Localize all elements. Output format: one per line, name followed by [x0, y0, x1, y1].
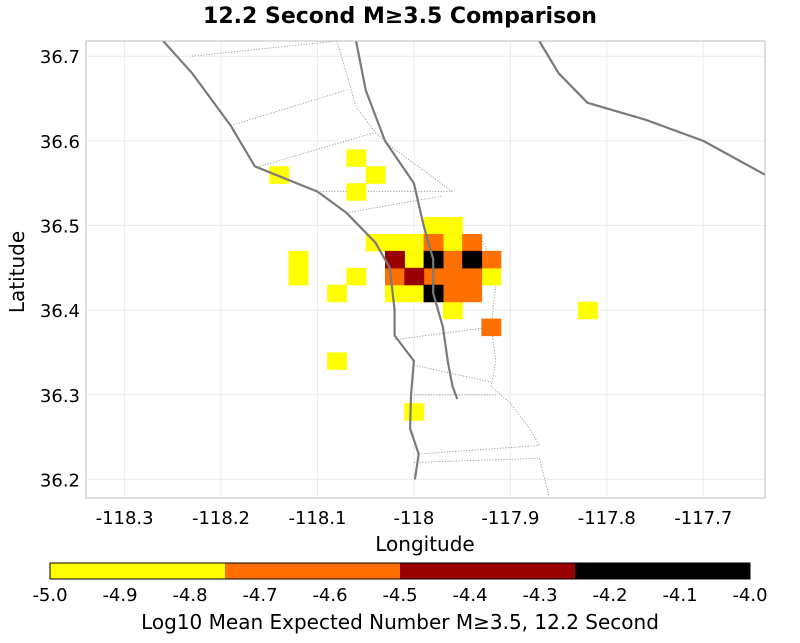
colorbar-tick-label-9: -4.1 — [662, 585, 697, 606]
x-tick-label-2: -118.1 — [288, 508, 346, 529]
subfault-line-1 — [192, 41, 337, 57]
colorbar-tick-label-0: -5.0 — [32, 585, 67, 606]
heatmap-cell-26 — [481, 250, 502, 269]
chart-title: 12.2 Second M≥3.5 Comparison — [203, 4, 597, 29]
heatmap-cells — [269, 149, 598, 421]
heatmap-cell-38 — [462, 250, 483, 269]
colorbar-ticks: -5.0 -4.9 -4.8 -4.7 -4.6 -4.5 -4.4 -4.3 -4.2 -4.1… — [32, 585, 767, 606]
colorbar-tick-label-8: -4.2 — [592, 585, 627, 606]
heatmap-cell-2 — [365, 166, 386, 184]
heatmap-cell-22 — [442, 301, 463, 320]
y-tick-label-4: 36.6 — [40, 132, 80, 153]
colorbar-segment-3 — [575, 563, 750, 579]
x-axis-ticks: -118.3 -118.2 -118.1 -118 -117.9 -117.8 -117.7 — [96, 508, 733, 529]
heatmap-cell-14 — [385, 234, 405, 252]
x-tick-label-6: -117.7 — [674, 508, 732, 529]
x-axis-label: Longitude — [375, 532, 474, 556]
subfault-line-0 — [336, 41, 453, 192]
heatmap-cell-15 — [404, 234, 425, 252]
colorbar-tick-label-7: -4.3 — [522, 585, 557, 606]
heatmap-cell-23 — [423, 234, 444, 252]
heatmap-cell-34 — [481, 318, 502, 337]
subfault-line-8 — [413, 364, 492, 383]
colorbar-label: Log10 Mean Expected Number M≥3.5, 12.2 S… — [141, 610, 659, 634]
heatmap-cell-17 — [404, 250, 425, 269]
colorbar-tick-label-2: -4.8 — [172, 585, 207, 606]
heatmap-cell-19 — [481, 267, 502, 286]
x-tick-label-4: -117.9 — [481, 508, 539, 529]
heatmap-cell-7 — [346, 267, 367, 286]
heatmap-cell-36 — [404, 267, 425, 286]
heatmap-cell-10 — [577, 301, 598, 320]
heatmap-cell-25 — [442, 250, 463, 269]
colorbar-segment-2 — [400, 563, 575, 579]
fault-line-0 — [162, 41, 420, 480]
heatmap-cell-6 — [327, 284, 347, 303]
heatmap-cell-20 — [385, 284, 405, 303]
subfault-line-3 — [259, 132, 376, 167]
heatmap-cell-33 — [462, 284, 483, 303]
y-axis-label: Latitude — [5, 231, 29, 313]
subfault-line-5 — [346, 195, 443, 214]
colorbar-border — [49, 562, 751, 580]
y-tick-label-0: 36.2 — [40, 470, 80, 491]
heatmap-cell-9 — [404, 403, 425, 421]
x-tick-label-5: -117.8 — [578, 508, 636, 529]
y-tick-label-5: 36.7 — [40, 47, 80, 68]
heatmap-cell-30 — [462, 267, 483, 286]
x-tick-label-1: -118.2 — [192, 508, 250, 529]
heatmap-cell-21 — [404, 284, 425, 303]
heatmap-cell-27 — [385, 267, 405, 286]
y-tick-label-3: 36.5 — [40, 217, 80, 238]
subfault-line-11 — [413, 457, 550, 497]
heatmap-cell-29 — [442, 267, 463, 286]
fault-line-2 — [538, 41, 765, 176]
heatmap-cell-4 — [288, 250, 309, 269]
heatmap-cell-5 — [288, 267, 309, 286]
x-tick-label-3: -118 — [393, 508, 434, 529]
colorbar-tick-label-10: -4.0 — [732, 585, 767, 606]
heatmap-cell-11 — [423, 217, 444, 235]
colorbar-tick-label-3: -4.7 — [242, 585, 277, 606]
y-tick-label-1: 36.3 — [40, 386, 80, 407]
heatmap-cell-12 — [442, 217, 463, 235]
y-tick-label-2: 36.4 — [40, 301, 80, 322]
plot-area — [85, 40, 766, 499]
colorbar-segment-1 — [225, 563, 400, 579]
x-tick-label-0: -118.3 — [96, 508, 154, 529]
colorbar-segment-0 — [50, 563, 225, 579]
plot-border — [85, 40, 766, 499]
heatmap-cell-8 — [327, 352, 347, 370]
heatmap-cell-35 — [385, 250, 405, 269]
colorbar — [49, 562, 751, 580]
heatmap-cell-32 — [442, 284, 463, 303]
heatmap-cell-16 — [442, 234, 463, 252]
heatmap-cell-1 — [346, 149, 367, 167]
heatmap-cell-24 — [462, 234, 483, 252]
y-axis-ticks: 36.2 36.3 36.4 36.5 36.6 36.7 — [40, 47, 80, 491]
colorbar-tick-label-5: -4.5 — [382, 585, 417, 606]
subfault-line-2 — [230, 89, 347, 126]
fault-lines — [162, 41, 765, 480]
heatmap-cell-3 — [346, 183, 367, 201]
fault-line-1 — [355, 41, 459, 400]
colorbar-tick-label-4: -4.6 — [312, 585, 347, 606]
subfault-line-10 — [418, 445, 540, 455]
colorbar-tick-label-1: -4.9 — [102, 585, 137, 606]
colorbar-tick-label-6: -4.4 — [452, 585, 487, 606]
